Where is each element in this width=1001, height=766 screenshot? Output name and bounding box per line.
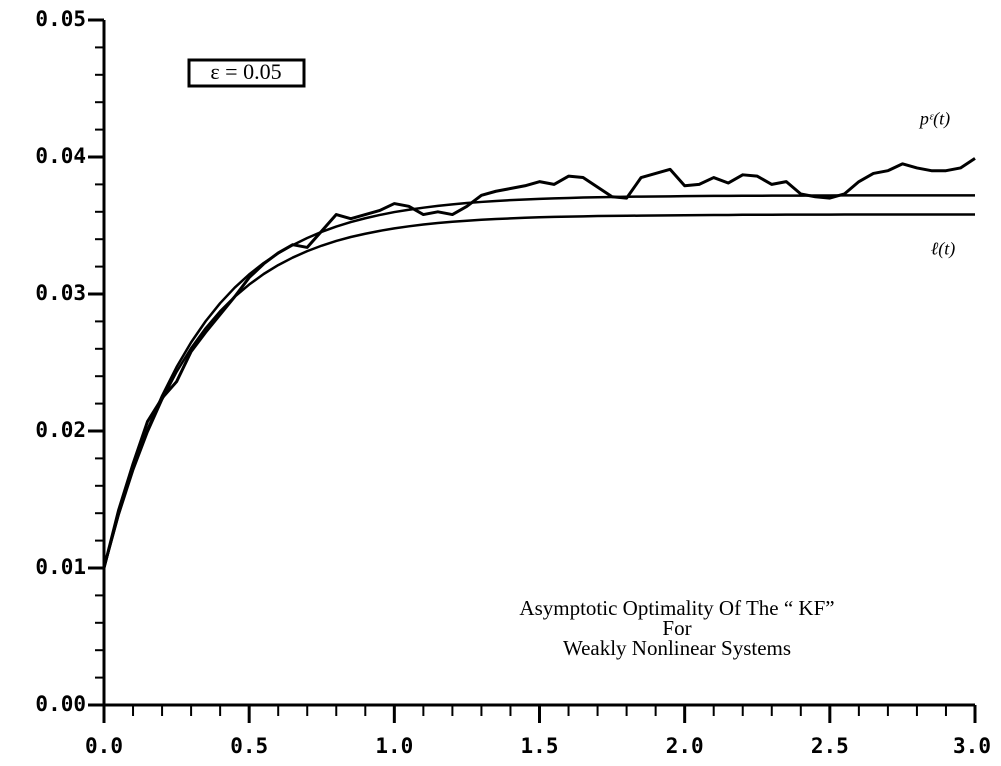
annotation: Asymptotic Optimality Of The “ KF” [519, 596, 834, 620]
annotation: For [662, 616, 691, 640]
y-tick-label: 0.04 [35, 144, 86, 168]
box-frame [187, 58, 306, 88]
x-tick-label: 2.0 [666, 734, 704, 758]
y-tick-label: 0.01 [35, 555, 86, 579]
x-tick-label: 1.5 [521, 734, 559, 758]
annotation: Weakly Nonlinear Systems [563, 636, 791, 660]
x-tick-label: 0.5 [230, 734, 268, 758]
x-tick-label: 1.0 [375, 734, 413, 758]
y-tick-label: 0.00 [35, 692, 86, 716]
series-line [102, 213, 975, 569]
series-line [102, 157, 976, 569]
y-tick-label: 0.05 [35, 7, 86, 31]
x-tick-label: 3.0 [953, 734, 991, 758]
series-label: ℓ(t) [931, 239, 956, 260]
y-tick-label: 0.03 [35, 281, 86, 305]
series-line [102, 194, 975, 569]
box-label: ε = 0.05 [210, 59, 281, 84]
x-tick-label: 0.0 [85, 734, 123, 758]
y-tick-label: 0.02 [35, 418, 86, 442]
x-tick-label: 2.5 [811, 734, 849, 758]
series-label: pᵋ(t) [918, 108, 950, 129]
